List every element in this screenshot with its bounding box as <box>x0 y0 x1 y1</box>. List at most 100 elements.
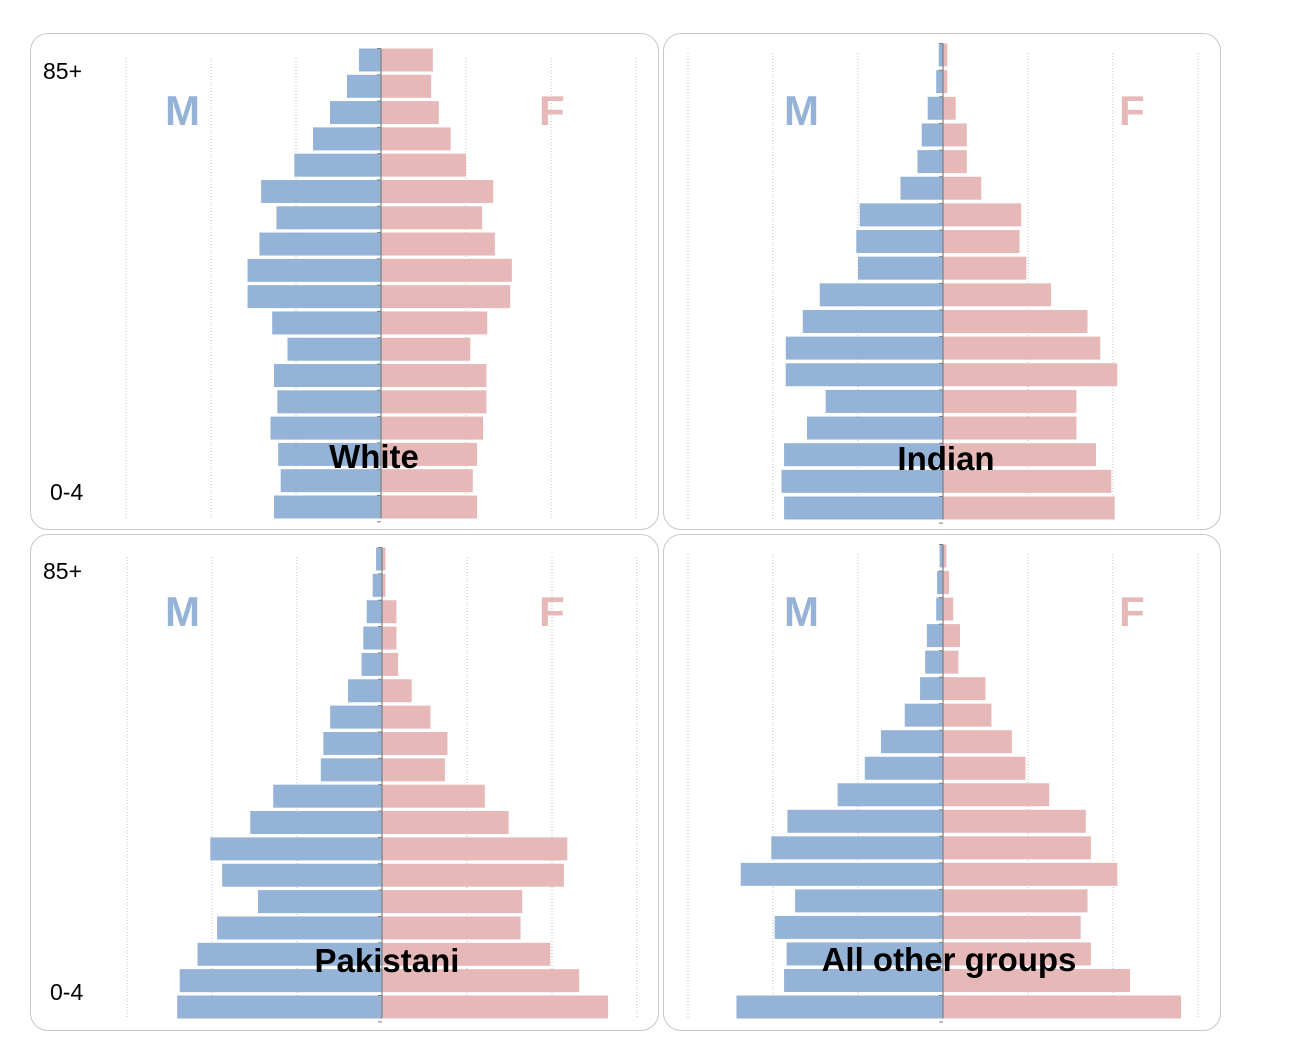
female-bar <box>381 390 487 414</box>
female-bar <box>382 679 412 703</box>
male-bar <box>259 232 381 256</box>
age-label-bottom: 0-4 <box>50 979 84 1005</box>
female-bar <box>381 364 487 388</box>
male-bar <box>774 915 943 939</box>
male-bar <box>210 837 382 861</box>
male-bar <box>927 96 943 120</box>
male-bar <box>323 731 382 755</box>
female-bar <box>943 123 967 147</box>
female-bar <box>381 311 488 335</box>
female-bar <box>943 571 949 595</box>
female-bar <box>943 469 1112 493</box>
female-bar <box>382 705 431 729</box>
male-bar <box>347 74 381 98</box>
male-bar <box>926 624 943 648</box>
male-bar <box>795 889 943 913</box>
male-bar <box>786 942 943 966</box>
male-bar <box>784 968 943 992</box>
male-bar <box>257 890 382 914</box>
female-bar <box>943 862 1118 886</box>
female-bar <box>943 363 1118 387</box>
male-bar <box>270 416 381 440</box>
male-bar <box>294 153 381 177</box>
female-bar <box>943 995 1181 1019</box>
female-bar <box>943 889 1088 913</box>
female-bar <box>943 597 954 621</box>
female-bar <box>943 443 1096 467</box>
male-bar <box>859 203 943 227</box>
male-bar <box>925 650 943 674</box>
female-bar <box>943 968 1130 992</box>
male-bar <box>781 469 943 493</box>
female-bar <box>943 96 956 120</box>
male-bar <box>247 258 381 282</box>
male-bar <box>278 442 381 466</box>
male-bar <box>785 363 943 387</box>
male-bar <box>376 547 382 571</box>
pyramid-panel-all-other-groups: M F All other groups <box>663 534 1221 1031</box>
pyramid-panel-indian: M F Indian <box>663 33 1221 530</box>
female-bar <box>382 811 509 835</box>
female-bar <box>943 309 1088 333</box>
female-bar <box>943 496 1115 520</box>
male-bar <box>937 571 943 595</box>
female-bar <box>381 442 478 466</box>
male-bar <box>217 916 382 940</box>
male-bar <box>900 176 943 200</box>
panel-title-pakistani: Pakistani <box>314 942 460 979</box>
male-bar <box>247 285 381 309</box>
male-bar <box>858 256 943 280</box>
male-bar <box>771 836 943 860</box>
female-bar <box>943 416 1077 440</box>
male-label: M <box>784 588 819 635</box>
female-bar <box>382 731 448 755</box>
female-bar <box>381 74 432 98</box>
male-bar <box>740 862 943 886</box>
male-bar <box>330 101 381 125</box>
female-bar <box>943 677 986 701</box>
male-bar <box>313 127 381 151</box>
female-bar <box>382 573 386 597</box>
female-bar <box>381 127 451 151</box>
female-label: F <box>1119 87 1145 134</box>
male-bar <box>939 544 943 568</box>
male-bar <box>904 703 943 727</box>
male-bar <box>921 123 943 147</box>
male-bar <box>273 784 382 808</box>
male-bar <box>177 995 382 1019</box>
female-bar <box>382 784 485 808</box>
male-bar <box>330 705 382 729</box>
female-bar <box>381 337 471 361</box>
male-bar <box>938 43 943 67</box>
pyramid-panel-pakistani: M F Pakistani 85+ 0-4 <box>30 534 659 1031</box>
male-bar <box>864 756 943 780</box>
female-bar <box>382 969 580 993</box>
female-bar <box>943 283 1051 307</box>
female-bar <box>382 758 445 782</box>
male-bar <box>785 336 943 360</box>
female-bar <box>381 206 483 230</box>
female-bar <box>381 179 494 203</box>
male-bar <box>936 70 943 94</box>
female-bar <box>943 703 992 727</box>
female-bar <box>943 836 1091 860</box>
female-bar <box>381 416 483 440</box>
male-bar <box>802 309 943 333</box>
female-bar <box>381 48 433 72</box>
female-bar <box>381 101 439 125</box>
male-bar <box>819 283 943 307</box>
female-bar <box>943 389 1077 413</box>
panel-title-all-other-groups: All other groups <box>821 941 1077 978</box>
female-bar <box>943 915 1081 939</box>
male-bar <box>250 811 382 835</box>
male-bar <box>920 677 943 701</box>
female-bar <box>943 336 1101 360</box>
male-bar <box>363 626 382 650</box>
pyramid-chart-all-other-groups <box>687 544 1199 1023</box>
female-label: F <box>539 87 565 134</box>
female-bar <box>943 176 982 200</box>
female-bar <box>943 230 1020 254</box>
female-bar <box>943 43 948 67</box>
male-bar <box>784 443 943 467</box>
male-bar <box>222 863 382 887</box>
